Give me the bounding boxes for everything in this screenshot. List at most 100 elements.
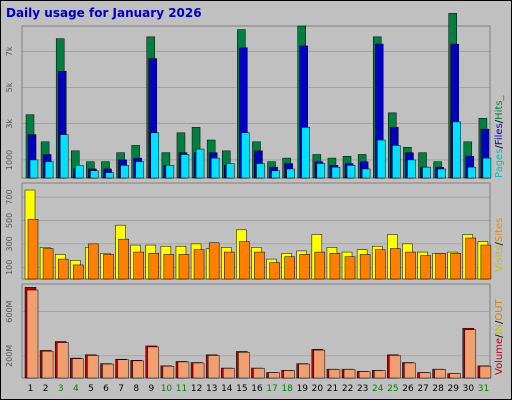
pages-bar bbox=[286, 168, 295, 179]
y-tick-label: 600M bbox=[5, 300, 14, 322]
pages-bar bbox=[120, 165, 129, 179]
pages-bar bbox=[105, 172, 114, 179]
pages-bar bbox=[407, 159, 416, 179]
pages-bar bbox=[361, 168, 371, 179]
legend-hits-files-pages: Pages/Files/Hits_ bbox=[494, 94, 505, 178]
day-label: 27 bbox=[417, 384, 428, 394]
day-label: 8 bbox=[133, 384, 139, 394]
y-tick-label: 300 bbox=[5, 236, 14, 251]
legend-entry: Files bbox=[494, 123, 505, 145]
legend-entry: IN bbox=[494, 324, 505, 334]
out-bar bbox=[41, 350, 54, 379]
out-bar bbox=[328, 369, 341, 379]
day-label: 3 bbox=[58, 384, 64, 394]
out-bar bbox=[102, 363, 114, 379]
pages-bar bbox=[165, 165, 175, 179]
out-bar bbox=[404, 362, 416, 379]
sites-bar bbox=[465, 237, 477, 280]
legend-entry: Hits_ bbox=[494, 94, 505, 119]
pages-bar bbox=[316, 163, 326, 179]
pages-bar bbox=[301, 127, 310, 179]
sites-bar bbox=[344, 256, 356, 280]
legend-volume: Volume/IN/OUT bbox=[494, 298, 505, 375]
legend-entry: / bbox=[494, 334, 505, 338]
y-tick-label: 700 bbox=[5, 189, 14, 204]
day-label: 17 bbox=[266, 384, 277, 394]
day-label: 31 bbox=[478, 384, 489, 394]
day-label: 21 bbox=[327, 384, 338, 394]
sites-bar bbox=[450, 252, 461, 280]
day-label: 18 bbox=[281, 384, 293, 394]
y-tick-label: 500 bbox=[5, 213, 14, 228]
day-label: 22 bbox=[342, 384, 353, 394]
y-tick-label: 100 bbox=[5, 260, 14, 275]
sites-bar bbox=[269, 262, 280, 280]
out-bar bbox=[343, 369, 356, 379]
pages-bar bbox=[29, 159, 39, 179]
day-label: 23 bbox=[357, 384, 368, 394]
pages-bar bbox=[376, 139, 386, 179]
pages-bar bbox=[256, 163, 265, 179]
day-label: 9 bbox=[148, 384, 154, 394]
pages-bar bbox=[452, 121, 461, 179]
sites-bar bbox=[73, 264, 84, 280]
legend-entry: OUT bbox=[494, 298, 505, 320]
day-label: 13 bbox=[206, 384, 217, 394]
day-label: 29 bbox=[448, 384, 460, 394]
pages-bar bbox=[90, 170, 99, 179]
day-label: 12 bbox=[191, 384, 202, 394]
pages-bar bbox=[135, 161, 144, 179]
day-label: 24 bbox=[372, 384, 384, 394]
sites-bar bbox=[178, 254, 190, 280]
pages-bar bbox=[241, 132, 250, 179]
sites-bar bbox=[88, 243, 99, 280]
out-bar bbox=[419, 372, 431, 379]
sites-bar bbox=[284, 256, 295, 280]
pages-bar bbox=[180, 154, 190, 179]
chart-title: Daily usage for January 2026 bbox=[6, 6, 202, 20]
pages-bar bbox=[467, 166, 477, 179]
out-bar bbox=[192, 362, 205, 379]
sites-bar bbox=[148, 252, 160, 280]
sites-bar bbox=[405, 251, 416, 280]
day-label: 10 bbox=[161, 384, 173, 394]
pages-bar bbox=[331, 166, 341, 179]
legend-entry: Visits bbox=[494, 245, 505, 272]
out-bar bbox=[464, 329, 477, 379]
sites-bar bbox=[480, 244, 492, 280]
out-bar bbox=[389, 355, 401, 379]
pages-bar bbox=[346, 165, 356, 179]
out-bar bbox=[449, 373, 461, 379]
pages-bar bbox=[437, 168, 446, 179]
pages-bar bbox=[44, 161, 54, 179]
day-label: 26 bbox=[402, 384, 414, 394]
out-bar bbox=[434, 369, 446, 379]
sites-bar bbox=[299, 254, 310, 280]
sites-bar bbox=[420, 255, 431, 280]
pages-bar bbox=[150, 132, 160, 179]
out-bar bbox=[238, 352, 250, 379]
day-label: 28 bbox=[432, 384, 444, 394]
sites-bar bbox=[224, 251, 235, 280]
out-bar bbox=[253, 368, 265, 379]
day-label: 25 bbox=[387, 384, 398, 394]
day-label: 7 bbox=[118, 384, 124, 394]
pages-bar bbox=[482, 157, 492, 179]
day-label: 1 bbox=[28, 384, 34, 394]
out-bar bbox=[72, 358, 84, 379]
legend-entry: / bbox=[494, 241, 505, 245]
legend-visits-sites: Visits/Sites bbox=[494, 218, 505, 272]
pages-bar bbox=[392, 145, 401, 179]
out-bar bbox=[132, 360, 144, 379]
day-label: 19 bbox=[297, 384, 309, 394]
pages-bar bbox=[195, 148, 205, 179]
day-label: 2 bbox=[43, 384, 49, 394]
out-bar bbox=[373, 370, 386, 379]
pages-bar bbox=[226, 163, 235, 179]
sites-bar bbox=[435, 252, 446, 280]
day-label: 6 bbox=[103, 384, 109, 394]
legend-entry: Sites bbox=[494, 218, 505, 242]
out-bar bbox=[117, 359, 129, 379]
sites-bar bbox=[359, 254, 371, 280]
sites-bar bbox=[193, 249, 205, 280]
